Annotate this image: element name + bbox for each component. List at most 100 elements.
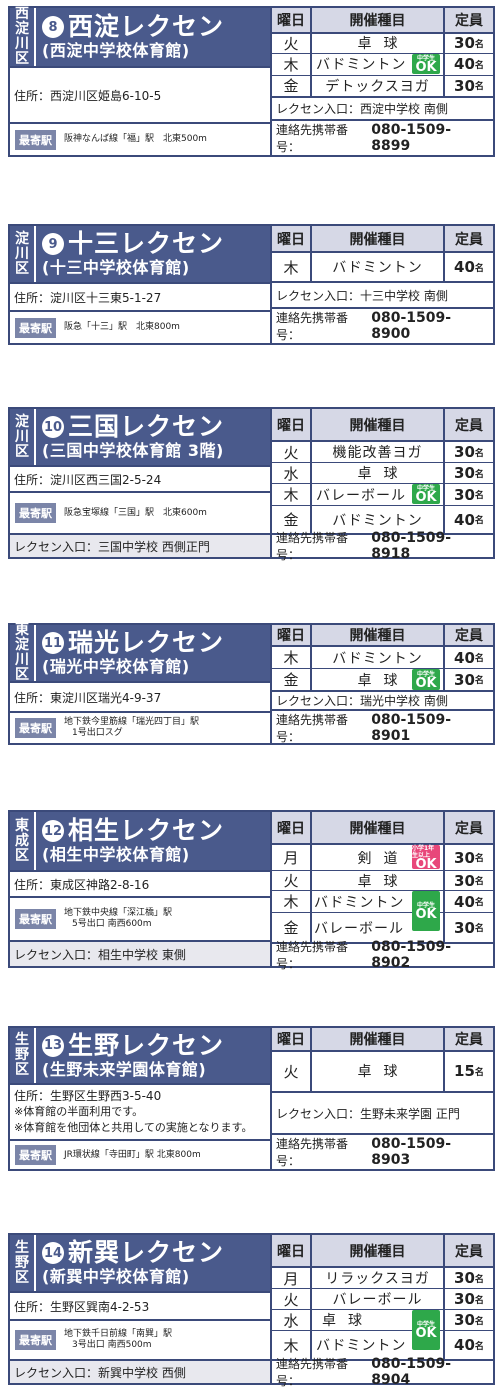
address: 住所：生野区巽南4-2-53: [10, 1293, 270, 1321]
address: 住所：淀川区十三東5-1-27: [10, 284, 270, 312]
card-header: 東淀川区 11 瑞光レクセン (瑞光中学校体育館): [10, 623, 270, 683]
phone-info: 連絡先携帯番号： 080-1509-8904: [272, 1356, 493, 1388]
address: 住所：西淀川区姫島6-10-5: [10, 68, 270, 124]
table-header: 曜日 開催種目 定員: [272, 409, 493, 442]
table-row: 火 卓球 30 名: [272, 33, 493, 54]
address: 住所：淀川区西三国2-5-24: [10, 467, 270, 493]
center-number: 10: [42, 416, 64, 438]
card-header: 淀川区 10 三国レクセン (三国中学校体育館 3階): [10, 409, 270, 467]
table-row: 火 バレーボール 30 名: [272, 1289, 493, 1310]
center-number: 14: [42, 1242, 64, 1264]
nearest-station: 最寄駅 阪急「十三」駅 北東800m: [10, 312, 270, 343]
rec-center-card-14: 生野区 14 新巽レクセン (新巽中学校体育館) 住所：生野区巽南4-2-53 …: [8, 1233, 495, 1388]
center-title: 西淀レクセン: [68, 12, 225, 41]
center-subtitle: (三国中学校体育館 3階): [42, 441, 224, 460]
rec-center-card-9: 淀川区 9 十三レクセン (十三中学校体育館) 住所：淀川区十三東5-1-27 …: [8, 224, 495, 345]
card-left: 西淀川区 8 西淀レクセン (西淀中学校体育館) 住所：西淀川区姫島6-10-5…: [10, 7, 272, 155]
table-header: 曜日 開催種目 定員: [272, 1028, 493, 1052]
center-title: 生野レクセン: [68, 1030, 225, 1060]
card-header: 東成区 12 相生レクセン (相生中学校体育館): [10, 812, 270, 872]
center-number: 11: [42, 632, 64, 654]
table-row: 水 卓球 30 名: [272, 463, 493, 484]
rec-center-card-12: 東成区 12 相生レクセン (相生中学校体育館) 住所：東成区神路2-8-16 …: [8, 810, 495, 971]
ward-label: 西淀川区: [10, 7, 36, 67]
center-title: 三国レクセン: [68, 412, 225, 441]
center-title: 新巽レクセン: [68, 1238, 225, 1267]
rec-center-card-8: 西淀川区 8 西淀レクセン (西淀中学校体育館) 住所：西淀川区姫島6-10-5…: [8, 6, 495, 157]
table-header: 曜日 開催種目 定員: [272, 8, 493, 34]
entrance-info: レクセン入口： 瑞光中学校 南側: [272, 692, 493, 711]
table-row: 金 デトックスヨガ 30 名: [272, 75, 493, 98]
table-row: 月 リラックスヨガ 30 名: [272, 1268, 493, 1289]
center-title: 十三レクセン: [68, 229, 225, 258]
ward-label: 生野区: [10, 1235, 36, 1291]
ward-label: 淀川区: [10, 409, 36, 465]
table-row: 火 機能改善ヨガ 30 名: [272, 442, 493, 463]
center-number: 13: [42, 1034, 64, 1057]
nearest-station: 最寄駅 阪神なんば線「福」駅 北東500m: [10, 124, 270, 155]
entrance-info: レクセン入口： 生野未来学園 正門: [272, 1093, 493, 1135]
card-header: 西淀川区 8 西淀レクセン (西淀中学校体育館): [10, 7, 270, 68]
ok-badge: 中学生 OK: [412, 1310, 440, 1350]
phone-info: 連絡先携帯番号： 080-1509-8902: [272, 939, 493, 971]
ward-label: 生野区: [10, 1028, 36, 1083]
center-number: 12: [42, 820, 64, 842]
phone-info: 連絡先携帯番号： 080-1509-8903: [276, 1135, 452, 1168]
nearest-station: 最寄駅 地下鉄中央線「深江橋」駅 5号出口 南西600m: [10, 898, 270, 942]
nearest-station: 最寄駅 地下鉄今里筋線「瑞光四丁目」駅 1号出口スグ: [10, 713, 270, 743]
center-number: 8: [42, 16, 64, 38]
nearest-station: 最寄駅 地下鉄千日前線「南巽」駅 3号出口 南西500m: [10, 1321, 270, 1361]
ok-badge: 中学生 OK: [412, 891, 440, 931]
ward-label: 淀川区: [10, 226, 36, 282]
entrance-info: レクセン入口： 三国中学校 西側正門: [10, 535, 270, 557]
center-subtitle: (瑞光中学校体育館): [42, 657, 190, 676]
center-title: 瑞光レクセン: [68, 628, 225, 657]
rec-center-card-11: 東淀川区 11 瑞光レクセン (瑞光中学校体育館) 住所：東淀川区瑞光4-9-3…: [8, 623, 495, 745]
table-header: 曜日 開催種目 定員: [272, 625, 493, 647]
phone-info: 連絡先携帯番号： 080-1509-8918: [272, 530, 493, 562]
entrance-info: レクセン入口： 十三中学校 南側: [272, 283, 493, 309]
table-row: 木 バレーボール 中学生 OK 30 名: [272, 484, 493, 506]
center-subtitle: (新巽中学校体育館): [42, 1267, 190, 1286]
center-subtitle: (相生中学校体育館): [42, 845, 190, 864]
ok-badge: 中学生 OK: [412, 484, 440, 504]
table-row: 木 バドミントン 40 名: [272, 647, 493, 669]
table-row: 木 バドミントン 40 名: [272, 253, 493, 284]
ok-badge: 中学生 OK: [412, 669, 440, 690]
card-header: 淀川区 9 十三レクセン (十三中学校体育館): [10, 226, 270, 284]
table-header: 曜日 開催種目 定員: [272, 812, 493, 845]
card-header: 生野区 14 新巽レクセン (新巽中学校体育館): [10, 1235, 270, 1293]
ward-label: 東成区: [10, 812, 36, 870]
table-row: 火 卓球 15 名: [272, 1051, 493, 1094]
center-title: 相生レクセン: [68, 816, 225, 845]
rec-center-card-10: 淀川区 10 三国レクセン (三国中学校体育館 3階) 住所：淀川区西三国2-5…: [8, 407, 495, 562]
ward-label: 東淀川区: [10, 623, 36, 683]
center-subtitle: (十三中学校体育館): [42, 258, 190, 277]
table-row: 金 卓球 中学生 OK 30 名: [272, 669, 493, 692]
nearest-station: 最寄駅 阪急宝塚線「三国」駅 北東600m: [10, 493, 270, 535]
table-row: 木 バドミントン 中学生 OK 40 名: [272, 53, 493, 76]
table-row: 木 バドミントン 40 名: [272, 1331, 493, 1359]
center-subtitle: (生野未来学園体育館): [42, 1059, 207, 1079]
card-header: 生野区 13 生野レクセン (生野未来学園体育館): [10, 1028, 270, 1085]
address: 住所：東成区神路2-8-16: [10, 872, 270, 898]
address: 住所：東淀川区瑞光4-9-37: [10, 683, 270, 713]
table-header: 曜日 開催種目 定員: [272, 1235, 493, 1268]
address-notes: 住所：生野区生野西3-5-40 ※体育館の半面利用です。 ※体育館を他団体と共用…: [10, 1085, 270, 1141]
entrance-info: レクセン入口： 西淀中学校 南側: [272, 98, 493, 121]
table-row: 木 バドミントン 中学生 OK 40 名: [272, 891, 493, 931]
phone-info: 連絡先携帯番号： 080-1509-8901: [276, 712, 452, 744]
rec-center-card-13: 生野区 13 生野レクセン (生野未来学園体育館) 住所：生野区生野西3-5-4…: [8, 1026, 495, 1171]
phone-info: 連絡先携帯番号： 080-1509-8900: [276, 309, 452, 342]
table-row: 金 バドミントン 40 名: [272, 506, 493, 533]
phone-info: 連絡先携帯番号： 080-1509-8899: [276, 122, 452, 154]
entrance-info: レクセン入口： 新巽中学校 西側: [10, 1361, 270, 1383]
table-row: 火 卓球 30 名: [272, 871, 493, 891]
table-row: 水 卓球 中学生 OK 30 名: [272, 1310, 493, 1350]
table-header: 曜日 開催種目 定員: [272, 226, 493, 254]
table-row: 月 剣道 小学1年生以上 OK 30 名: [272, 845, 493, 871]
nearest-station: 最寄駅 JR環状線「寺田町」駅 北東800m: [10, 1141, 270, 1169]
ok-badge: 中学生 OK: [412, 53, 440, 74]
entrance-info: レクセン入口： 相生中学校 東側: [10, 942, 270, 966]
ok-badge: 小学1年生以上 OK: [412, 845, 440, 871]
